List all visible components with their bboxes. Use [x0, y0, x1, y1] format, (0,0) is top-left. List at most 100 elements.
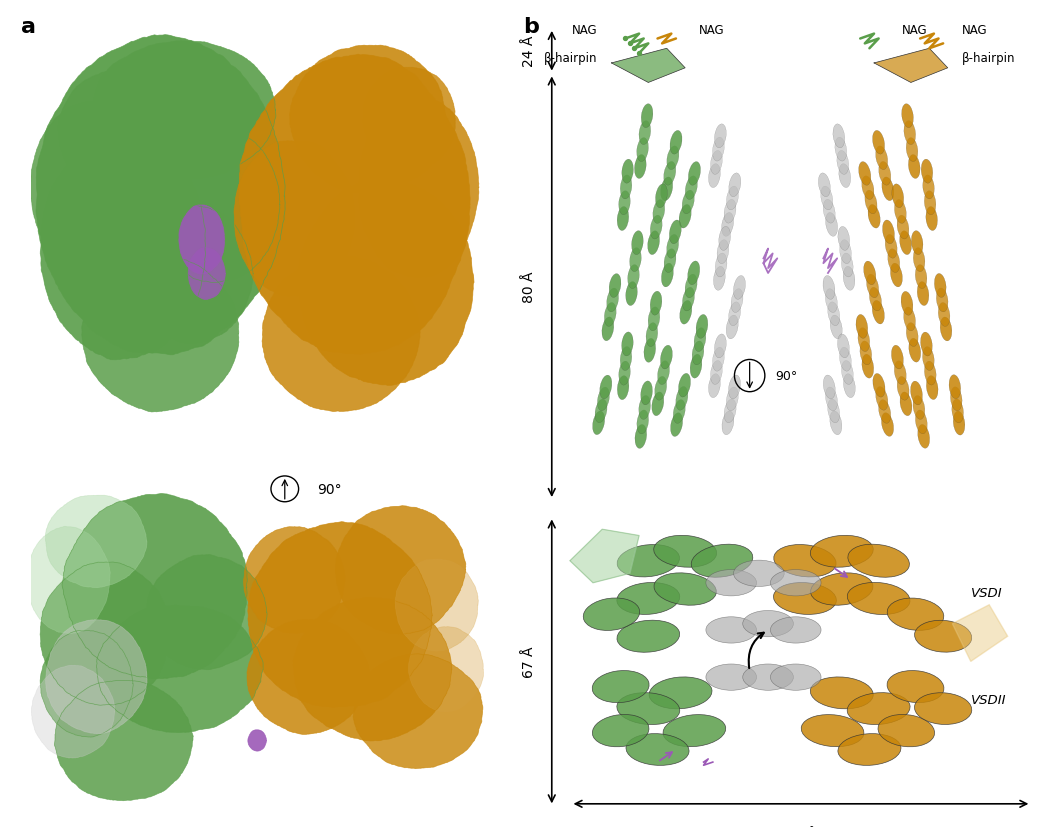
Ellipse shape — [678, 374, 691, 398]
Ellipse shape — [882, 414, 894, 437]
Ellipse shape — [952, 399, 963, 423]
Point — [626, 42, 643, 56]
Ellipse shape — [661, 178, 673, 202]
Ellipse shape — [842, 254, 853, 278]
Text: VSDII: VSDII — [971, 693, 1006, 705]
Polygon shape — [40, 562, 170, 705]
Ellipse shape — [915, 620, 972, 653]
Ellipse shape — [878, 400, 891, 423]
Ellipse shape — [878, 162, 891, 186]
Ellipse shape — [904, 122, 916, 146]
Ellipse shape — [927, 376, 938, 400]
Ellipse shape — [900, 393, 912, 416]
Point — [617, 33, 633, 46]
Polygon shape — [611, 50, 685, 84]
Ellipse shape — [711, 361, 722, 385]
Ellipse shape — [629, 248, 641, 272]
Ellipse shape — [639, 122, 650, 146]
Ellipse shape — [859, 162, 871, 186]
Polygon shape — [335, 506, 466, 634]
Ellipse shape — [897, 216, 909, 240]
Ellipse shape — [938, 303, 950, 327]
Ellipse shape — [680, 301, 692, 325]
Ellipse shape — [810, 536, 873, 567]
Polygon shape — [293, 598, 452, 741]
Ellipse shape — [711, 151, 722, 175]
Ellipse shape — [882, 178, 894, 202]
Polygon shape — [570, 529, 639, 583]
Ellipse shape — [648, 308, 660, 332]
Ellipse shape — [691, 544, 753, 577]
Ellipse shape — [838, 227, 849, 251]
Ellipse shape — [653, 200, 665, 224]
Text: NAG: NAG — [901, 24, 928, 37]
Polygon shape — [248, 730, 266, 751]
Ellipse shape — [949, 375, 961, 399]
Polygon shape — [239, 55, 470, 355]
Polygon shape — [40, 136, 205, 361]
Ellipse shape — [934, 274, 946, 298]
Ellipse shape — [922, 175, 934, 199]
Ellipse shape — [644, 339, 655, 363]
Ellipse shape — [714, 335, 727, 358]
Ellipse shape — [823, 200, 836, 224]
Ellipse shape — [840, 241, 851, 265]
Ellipse shape — [620, 175, 631, 199]
Ellipse shape — [658, 361, 669, 385]
Text: β-hairpin: β-hairpin — [544, 51, 598, 65]
Ellipse shape — [892, 184, 904, 208]
Polygon shape — [247, 619, 370, 734]
Ellipse shape — [810, 573, 873, 605]
Ellipse shape — [920, 332, 932, 356]
Ellipse shape — [617, 545, 680, 577]
Ellipse shape — [868, 205, 881, 229]
Ellipse shape — [609, 275, 621, 298]
Ellipse shape — [637, 410, 648, 434]
Polygon shape — [40, 631, 133, 737]
Ellipse shape — [890, 264, 903, 288]
Ellipse shape — [847, 583, 910, 614]
Ellipse shape — [867, 275, 878, 299]
Ellipse shape — [727, 388, 738, 411]
Ellipse shape — [626, 282, 638, 306]
Ellipse shape — [598, 388, 609, 411]
Ellipse shape — [830, 412, 842, 435]
Polygon shape — [290, 46, 446, 194]
Ellipse shape — [631, 232, 643, 256]
Ellipse shape — [664, 162, 675, 186]
Ellipse shape — [894, 361, 907, 385]
Ellipse shape — [913, 396, 925, 420]
Ellipse shape — [685, 275, 697, 299]
Ellipse shape — [840, 348, 851, 371]
Ellipse shape — [909, 155, 920, 179]
Ellipse shape — [721, 213, 734, 237]
Ellipse shape — [875, 146, 888, 170]
Ellipse shape — [844, 375, 855, 398]
Ellipse shape — [839, 165, 850, 189]
Ellipse shape — [894, 200, 907, 224]
Ellipse shape — [648, 232, 660, 256]
Ellipse shape — [848, 544, 910, 577]
Ellipse shape — [628, 265, 640, 289]
Ellipse shape — [897, 377, 909, 400]
Ellipse shape — [953, 412, 965, 436]
Ellipse shape — [909, 339, 920, 363]
Polygon shape — [151, 127, 280, 284]
Ellipse shape — [872, 131, 885, 155]
Text: 24 Å: 24 Å — [521, 36, 536, 67]
Ellipse shape — [661, 346, 672, 370]
Ellipse shape — [878, 715, 935, 747]
Ellipse shape — [819, 174, 830, 198]
Ellipse shape — [921, 160, 933, 184]
Ellipse shape — [641, 104, 653, 128]
Ellipse shape — [634, 425, 647, 449]
Ellipse shape — [600, 375, 611, 399]
Ellipse shape — [842, 361, 853, 385]
Ellipse shape — [694, 328, 706, 352]
Ellipse shape — [872, 301, 885, 325]
Ellipse shape — [901, 104, 913, 128]
Ellipse shape — [617, 208, 628, 232]
Ellipse shape — [823, 276, 834, 300]
Ellipse shape — [646, 323, 658, 347]
Ellipse shape — [801, 715, 864, 747]
